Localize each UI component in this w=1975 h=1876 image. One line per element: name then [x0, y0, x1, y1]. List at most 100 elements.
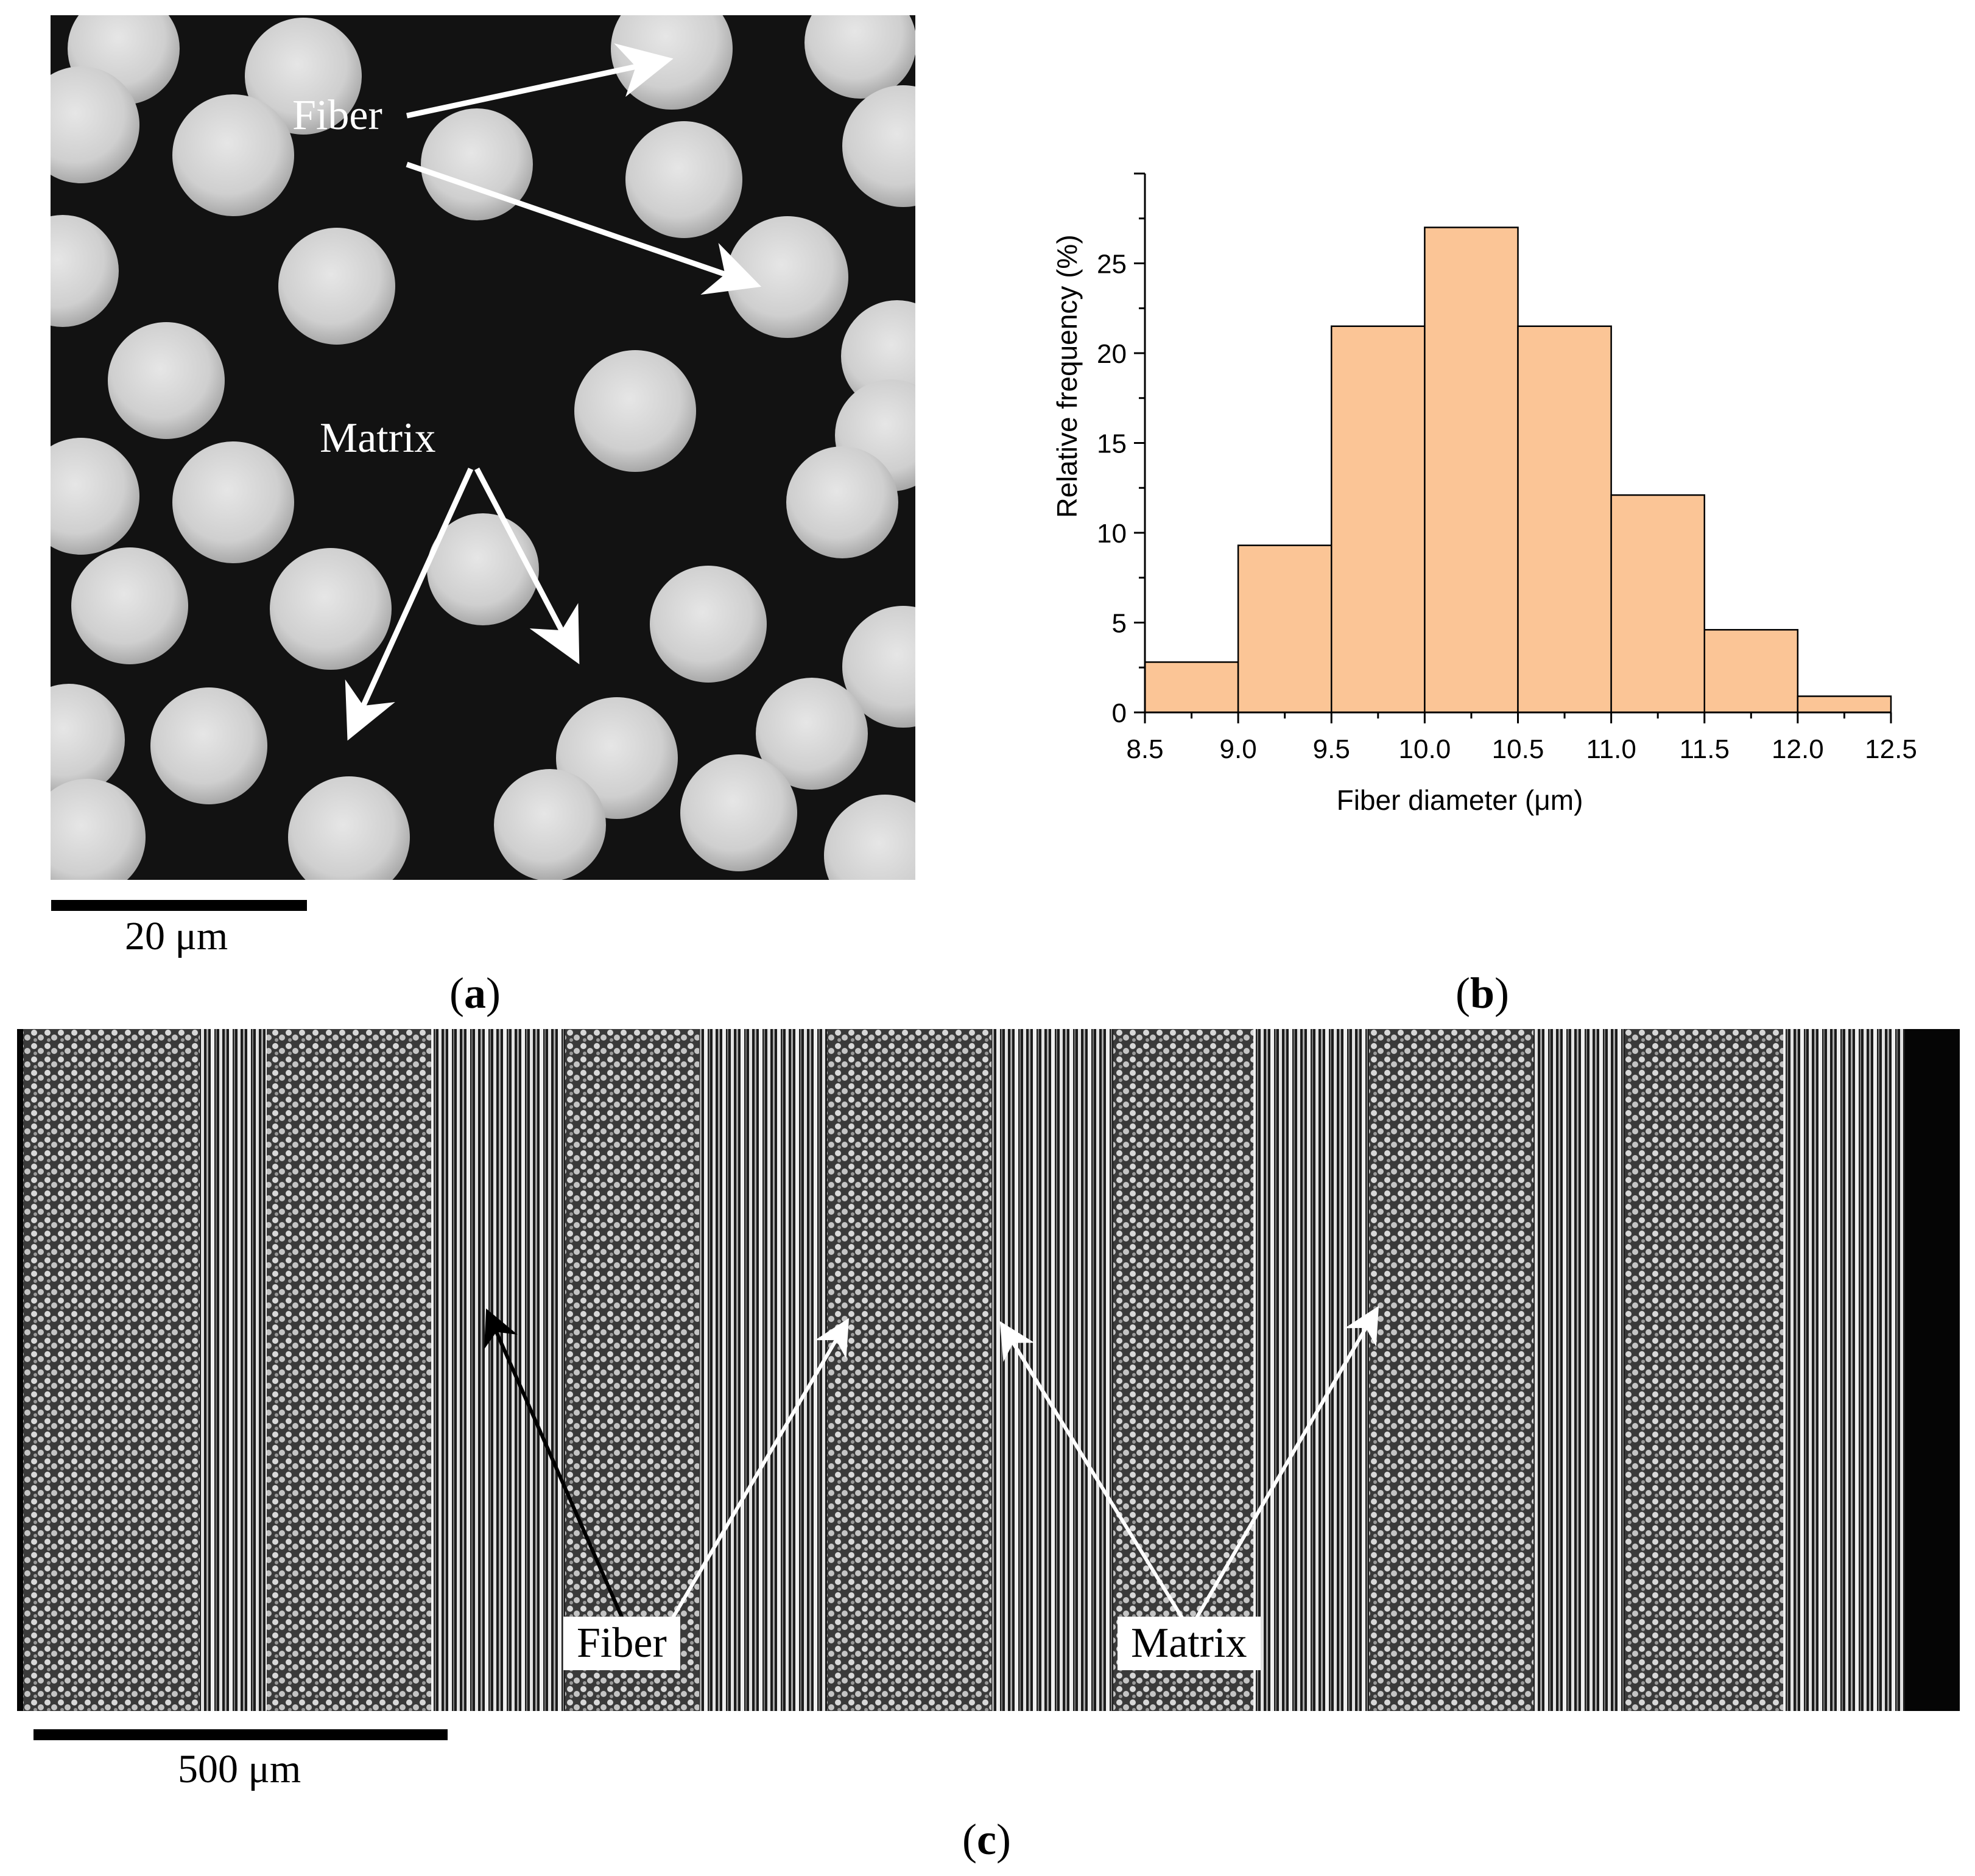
scale-bar-c [33, 1729, 448, 1740]
panel-label-b-letter: b [1470, 969, 1495, 1017]
x-tick-label: 9.0 [1220, 734, 1257, 764]
panel-label-b: (b) [1456, 969, 1510, 1017]
fiber-cross-section [842, 606, 915, 728]
fiber-cross-section [427, 513, 539, 625]
x-axis-label: Fiber diameter (μm) [1337, 784, 1583, 816]
ply-bands [23, 1029, 1905, 1711]
fiber-cross-section [824, 795, 915, 880]
x-tick-label: 9.5 [1313, 734, 1350, 764]
histogram-bar [1797, 695, 1892, 714]
histogram-bar [1424, 227, 1519, 714]
panel-label-a-letter: a [463, 969, 486, 1017]
longitudinal-ply-band [431, 1029, 565, 1711]
scale-bar-a-label: 20 μm [125, 914, 228, 958]
fiber-cross-section [51, 684, 125, 796]
longitudinal-ply-band [1783, 1029, 1905, 1711]
transverse-ply-band [23, 1029, 200, 1711]
histogram-bars [1144, 227, 1892, 714]
fiber-arrow-white [670, 1318, 850, 1621]
fiber-cross-section [278, 228, 395, 345]
y-axis-label: Relative frequency (%) [1051, 234, 1083, 518]
fiber-cross-section [625, 121, 742, 238]
fiber-arrow-black [484, 1309, 625, 1621]
micrograph-a-image [51, 15, 915, 880]
matrix-arrow [474, 467, 580, 664]
histogram-chart: 0 5 10 15 20 25 8.5 9.0 9.5 10.0 10.5 11.0 11.5 12.0… [1051, 172, 1917, 816]
micrograph-c-image [17, 1029, 1960, 1711]
x-tick-label: 10.0 [1399, 734, 1451, 764]
fiber-cross-section [51, 66, 139, 183]
y-tick-label: 0 [1112, 698, 1127, 728]
matrix-arrow [1194, 1305, 1379, 1621]
matrix-annotation-c: Matrix [1118, 1617, 1261, 1670]
panel-label-c: (c) [962, 1815, 1011, 1864]
transverse-ply-band [267, 1029, 431, 1711]
fiber-cross-section [288, 776, 410, 880]
fiber-cross-section [150, 687, 267, 804]
longitudinal-ply-band [1253, 1029, 1369, 1711]
matrix-arrow [999, 1321, 1185, 1621]
fiber-cross-section [650, 566, 767, 683]
fiber-cross-section [270, 548, 392, 670]
x-tick-label: 12.0 [1772, 734, 1824, 764]
fiber-cross-section [756, 678, 868, 790]
scale-bar-c-label: 500 μm [178, 1747, 301, 1791]
transverse-ply-band [1369, 1029, 1533, 1711]
fiber-arrow [406, 161, 762, 295]
longitudinal-ply-band [991, 1029, 1113, 1711]
longitudinal-ply-band [699, 1029, 827, 1711]
fiber-annotation-a: Fiber [292, 92, 382, 139]
x-tick-label: 12.5 [1865, 734, 1917, 764]
y-tick-label: 20 [1097, 339, 1127, 369]
transverse-ply-band [1113, 1029, 1253, 1711]
fiber-cross-section [842, 85, 915, 207]
histogram-bar [1144, 661, 1239, 714]
fiber-cross-section [494, 769, 606, 880]
transverse-ply-band [1625, 1029, 1783, 1711]
y-tick-label: 25 [1097, 250, 1127, 279]
x-tick-label: 8.5 [1126, 734, 1163, 764]
micrograph-c [17, 1029, 1960, 1711]
fiber-cross-section [680, 754, 797, 871]
x-tick-label: 11.0 [1586, 734, 1636, 764]
histogram-bar [1610, 494, 1705, 714]
x-tick-labels: 8.5 9.0 9.5 10.0 10.5 11.0 11.5 12.0 12.5 [1126, 734, 1917, 764]
histogram-bar [1237, 544, 1333, 714]
x-tick-label: 11.5 [1680, 734, 1730, 764]
fiber-cross-section [51, 438, 139, 555]
transverse-ply-band [827, 1029, 991, 1711]
y-tick-label: 5 [1112, 609, 1127, 639]
fiber-cross-section [108, 322, 225, 439]
fiber-cross-section [421, 108, 533, 220]
fiber-cross-section [172, 94, 294, 216]
fiber-annotation-c: Fiber [563, 1617, 680, 1670]
fiber-cross-section [786, 446, 898, 558]
fiber-cross-section [245, 18, 362, 135]
fiber-cross-section [71, 547, 188, 664]
x-tick-label: 10.5 [1492, 734, 1544, 764]
y-tick-label: 15 [1097, 429, 1127, 459]
transverse-ply-band [565, 1029, 699, 1711]
histogram-bar [1517, 325, 1612, 714]
fiber-cross-sections [51, 15, 915, 880]
longitudinal-ply-band [1533, 1029, 1625, 1711]
histogram-bar [1703, 629, 1799, 714]
fiber-cross-section [727, 216, 848, 338]
histogram-bar [1331, 325, 1426, 714]
y-tick-label: 10 [1097, 519, 1127, 549]
fiber-cross-section [51, 215, 119, 327]
fiber-cross-section [574, 350, 696, 472]
panel-label-c-letter: c [976, 1815, 996, 1864]
fiber-cross-section [172, 441, 294, 563]
micrograph-a [51, 15, 915, 880]
scale-bar-a [51, 900, 307, 911]
y-tick-labels: 0 5 10 15 20 25 [1097, 250, 1127, 729]
chart-axes [1134, 172, 1892, 723]
fiber-cross-section [804, 15, 915, 99]
panel-label-a: (a) [449, 969, 501, 1017]
matrix-arrow [345, 468, 474, 741]
longitudinal-ply-band [200, 1029, 267, 1711]
fiber-cross-section [51, 779, 146, 880]
fiber-arrow [406, 43, 674, 119]
matrix-annotation-a: Matrix [320, 415, 436, 462]
